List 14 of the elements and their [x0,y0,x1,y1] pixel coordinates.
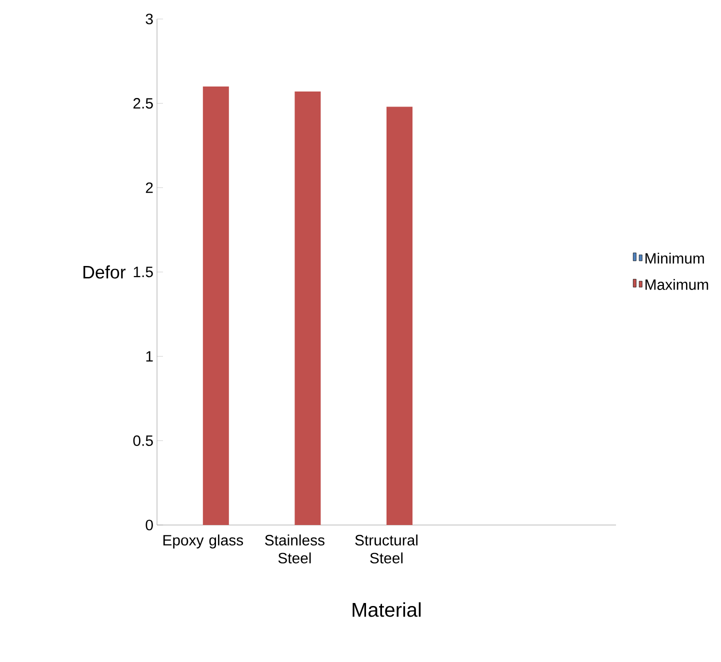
y-tick-label: 1 [146,351,153,362]
x-tick-label: Structural Steel [355,534,418,564]
y-tick-label: 2 [146,182,153,193]
y-tick-label: 2.5 [133,98,153,109]
y-tick-label: 3 [146,14,153,24]
x-axis-title: Material [352,602,421,617]
legend-label: Maximum [646,278,708,290]
y-axis-title: Defor [83,265,126,279]
legend-label: Minimum [646,252,704,264]
y-tick-label: 1.5 [134,266,153,278]
y-tick-label: 0 [146,520,153,530]
x-tick-label: Stainless Steel [265,534,324,564]
x-tick-label: Epoxy glass [163,534,244,548]
y-tick-label: 0.5 [133,435,153,446]
